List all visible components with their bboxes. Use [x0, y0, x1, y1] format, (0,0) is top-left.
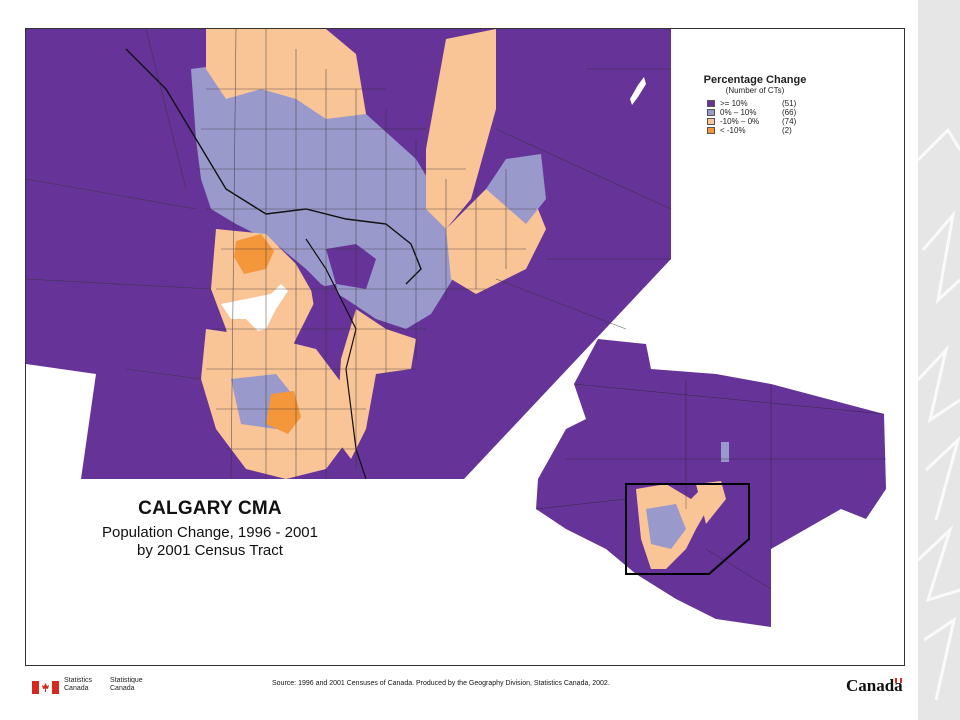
- canada-wordmark: Canada: [846, 676, 903, 695]
- wordmark-flag-icon: [895, 678, 902, 683]
- map-frame: [25, 28, 905, 666]
- legend-title: Percentage Change: [703, 74, 807, 86]
- legend-item: 0% – 10% (66): [707, 108, 855, 117]
- legend-swatch: [707, 127, 715, 134]
- tract-lowest-west: [234, 234, 274, 274]
- inset-boundaries: [535, 379, 886, 590]
- legend-subtitle: (Number of CTs): [725, 86, 785, 95]
- legend-label: 0% – 10%: [720, 108, 757, 117]
- canada-flag-icon: [32, 681, 59, 694]
- inset-city-northeast: [696, 481, 726, 524]
- legend-swatch: [707, 109, 715, 116]
- legend-label: >= 10%: [720, 99, 748, 108]
- legend-label: -10% – 0%: [720, 117, 760, 126]
- map-title: CALGARY CMA: [138, 498, 282, 519]
- source-note: Source: 1996 and 2001 Censuses of Canada…: [272, 680, 610, 687]
- legend-label: < -10%: [720, 126, 746, 135]
- map-title-block: CALGARY CMA Population Change, 1996 - 20…: [60, 498, 360, 559]
- legend-count: (2): [782, 126, 792, 135]
- tract-zone-low-northeast: [426, 29, 496, 229]
- legend-item: -10% – 0% (74): [707, 117, 855, 126]
- tract-zone-high-inner: [326, 244, 376, 289]
- legend-swatch: [707, 118, 715, 125]
- tract-zone-mid-east: [486, 154, 546, 224]
- decorative-side-pattern: [918, 0, 960, 720]
- legend: Percentage Change (Number of CTs) >= 10%…: [695, 74, 855, 135]
- map-subtitle: Population Change, 1996 - 2001: [101, 524, 318, 541]
- map-subtitle-2: by 2001 Census Tract: [137, 542, 283, 559]
- tract-zone-mid-core: [191, 59, 456, 329]
- lake-northeast: [630, 77, 646, 105]
- legend-item: < -10% (2): [707, 126, 855, 135]
- calgary-population-change-map: [26, 29, 886, 627]
- legend-count: (74): [782, 117, 797, 126]
- legend-swatch: [707, 100, 715, 107]
- map-blank-area-left: [26, 364, 96, 479]
- tract-boundaries: [26, 29, 672, 480]
- reservoir: [221, 284, 288, 331]
- legend-item: >= 10% (51): [707, 99, 855, 108]
- agency-name-fr: Statistique Canada: [110, 677, 143, 692]
- footer: Statistics Canada Statistique Canada Sou…: [0, 672, 960, 702]
- inset-city-mid: [646, 504, 686, 549]
- inset-tract-north: [721, 442, 729, 462]
- inset-locator-frame: [625, 483, 750, 575]
- agency-name-en: Statistics Canada: [64, 677, 93, 692]
- legend-count: (51): [782, 99, 797, 108]
- tract-lowest-south: [266, 391, 301, 434]
- legend-count: (66): [782, 108, 797, 117]
